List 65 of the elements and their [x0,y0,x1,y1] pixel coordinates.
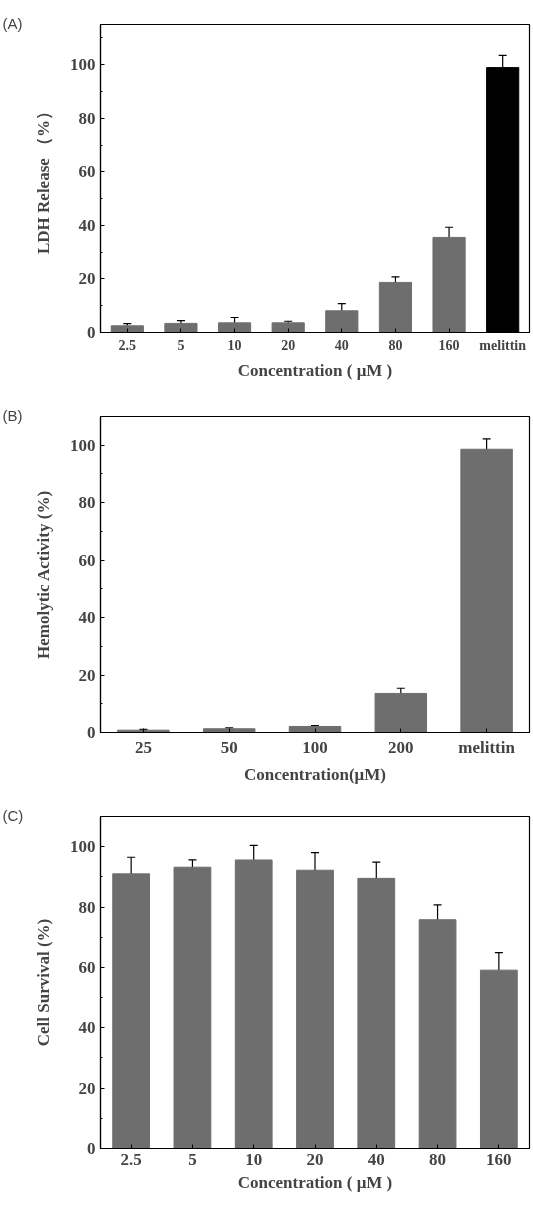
y-tick-label: 0 [87,323,96,342]
y-axis-title: Cell Survival (%) [34,918,53,1047]
bar [164,322,198,333]
y-tick-label: 20 [78,1078,96,1098]
x-axis-title: Concentration(μM) [244,764,386,784]
y-tick-label: 20 [78,665,96,685]
bar [378,281,413,333]
bar [173,866,212,1149]
chart-title: (B) [2,406,23,424]
x-tick-label: 10 [227,337,242,353]
x-tick-label: 40 [367,1149,385,1169]
y-tick-label: 60 [78,957,96,977]
y-tick-label: 0 [87,1139,96,1158]
x-tick-label: 20 [281,337,296,353]
bar [288,725,342,733]
bar [271,322,305,333]
x-tick-label: 25 [134,737,152,757]
y-tick-label: 40 [78,608,96,628]
x-axis-title: Concentration ( μM ) [237,1172,393,1192]
bar [357,877,396,1149]
bar [418,919,457,1149]
y-axis-title: Hemolytic Activity (%) [34,490,53,659]
x-tick-label: 10 [245,1149,263,1169]
y-tick-label: 0 [87,723,96,742]
x-tick-label: 80 [388,337,403,353]
y-tick-label: 80 [78,108,96,128]
y-tick-label: 60 [78,162,96,182]
x-tick-label: 160 [486,1149,512,1169]
x-tick-label: 100 [302,737,328,757]
x-tick-label: 5 [177,337,185,353]
x-tick-label: melittin [458,737,516,757]
bar [202,728,256,733]
chart-title: (A) [2,14,23,32]
x-tick-label: 200 [388,737,414,757]
y-tick-label: 100 [70,55,96,75]
x-tick-label: 2.5 [120,1149,142,1169]
y-tick-label: 100 [70,435,96,455]
y-tick-label: 80 [78,493,96,513]
y-tick-label: 100 [70,837,96,857]
x-tick-label: 50 [220,737,238,757]
x-tick-label: 2.5 [118,337,137,353]
bar [112,873,151,1149]
bar [479,969,518,1149]
y-tick-label: 40 [78,1018,96,1038]
x-tick-label: 20 [306,1149,324,1169]
bar [296,869,334,1149]
bar [234,859,273,1149]
x-tick-label: 5 [188,1149,197,1169]
bar [217,322,252,333]
x-tick-label: 160 [438,337,460,353]
chart-title: (C) [2,806,24,824]
y-axis-title: LDH Release （%） [34,102,53,255]
bar [432,236,466,333]
bar [110,325,144,333]
x-tick-label: melittin [479,337,527,353]
x-tick-label: 40 [334,337,349,353]
x-axis-title: Concentration ( μM ) [237,360,393,380]
y-tick-label: 80 [78,897,96,917]
x-tick-label: 80 [429,1149,447,1169]
y-tick-label: 40 [78,215,96,235]
bar [374,692,428,733]
y-tick-label: 60 [78,550,96,570]
bar [460,448,513,733]
bar [325,310,359,333]
y-tick-label: 20 [78,269,96,289]
